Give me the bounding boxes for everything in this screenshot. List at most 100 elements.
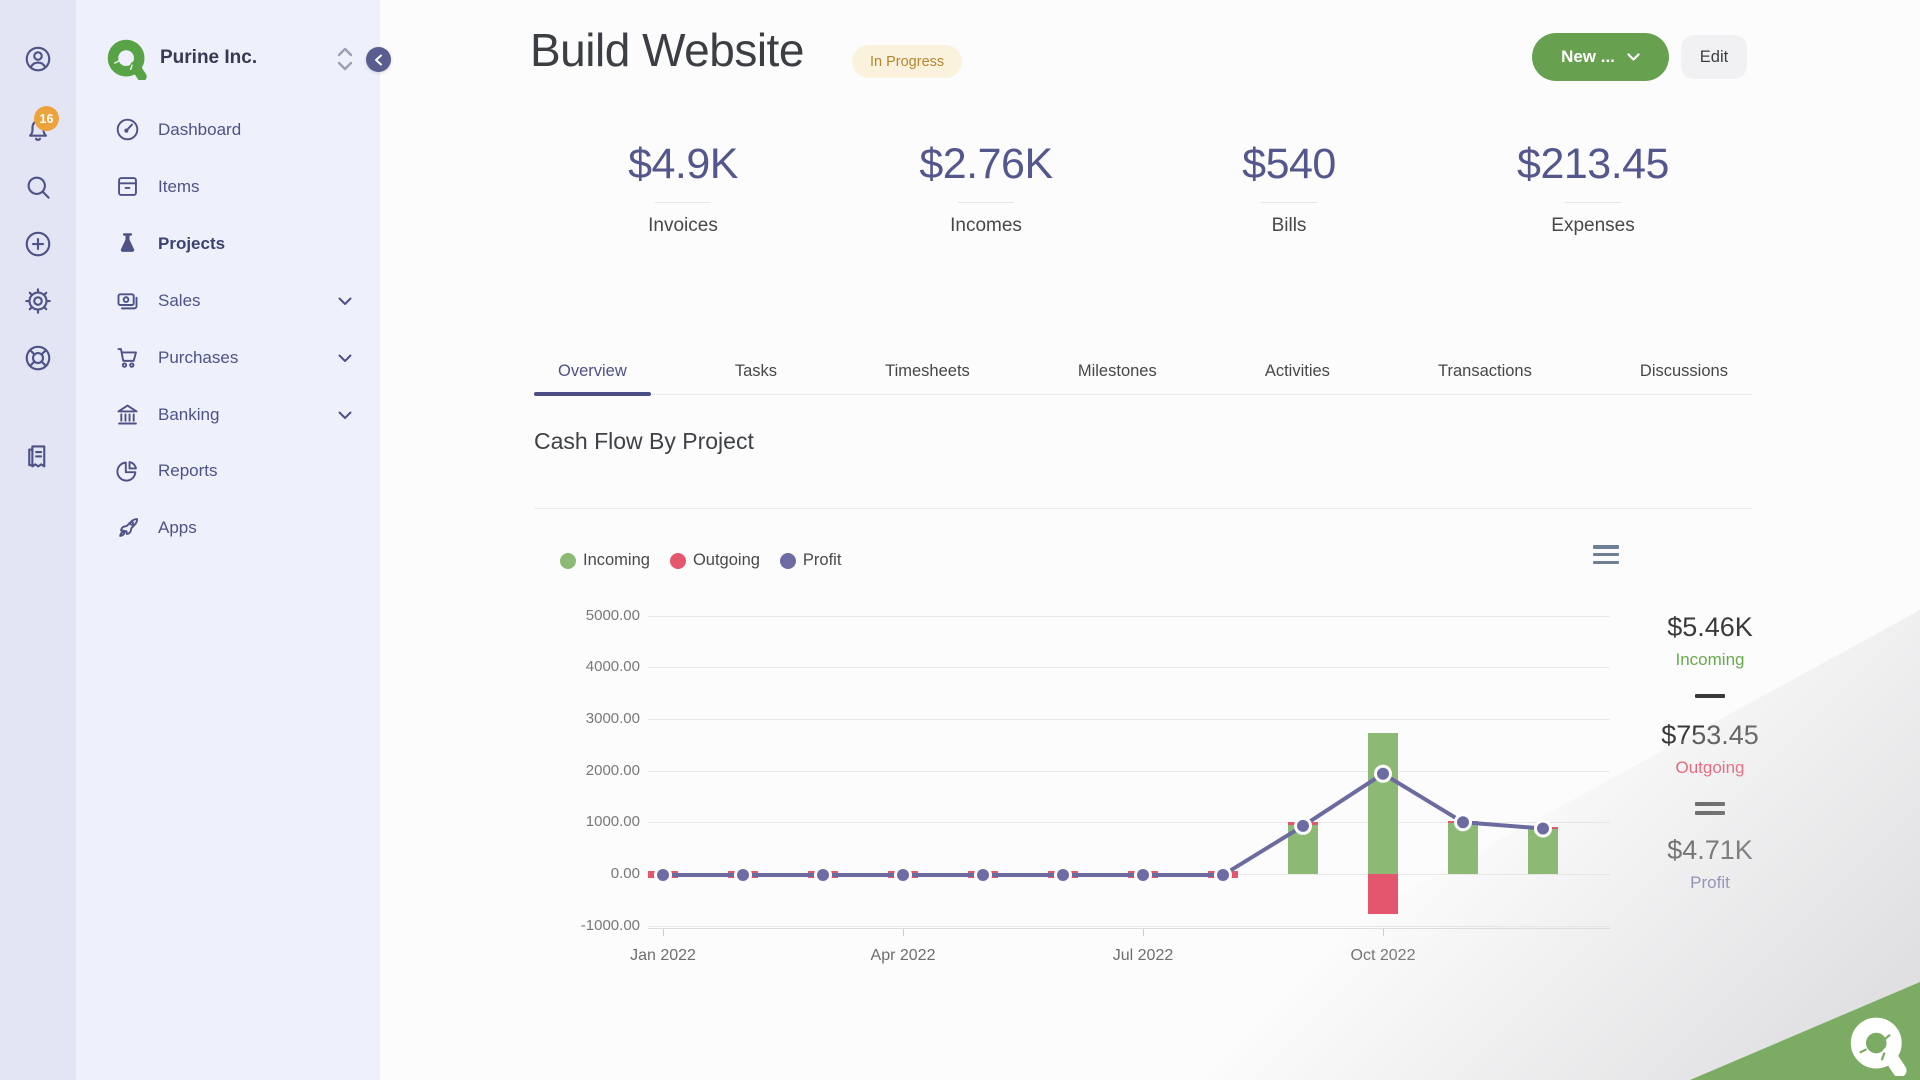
tab-activities[interactable]: Activities [1264, 361, 1330, 380]
sidebar-item-banking[interactable]: Banking [76, 386, 380, 443]
plus-circle-icon[interactable] [23, 229, 53, 259]
company-name[interactable]: Purine Inc. [160, 47, 258, 68]
sidebar-item-label: Sales [158, 290, 201, 310]
chevron-down-icon[interactable] [338, 405, 352, 425]
tab-milestones[interactable]: Milestones [1077, 361, 1157, 380]
x-axis-label: Apr 2022 [870, 947, 936, 964]
y-axis-label: 4000.00 [585, 658, 640, 676]
summary-incoming-label: Incoming [1675, 650, 1745, 669]
y-axis-label: 2000.00 [585, 761, 640, 779]
summary-incoming-value: $5.46K [1667, 612, 1753, 642]
stat-value: $2.76K [919, 140, 1053, 188]
sidebar-item-label: Banking [158, 404, 220, 424]
status-badge: In Progress [852, 45, 963, 78]
grid-line [648, 718, 1610, 720]
profit-line [654, 764, 1552, 885]
chart-legend: Incoming Outgoing Profit [560, 551, 841, 570]
sidebar-item-projects[interactable]: Projects [76, 215, 380, 272]
stat-label: Expenses [1551, 215, 1635, 236]
support-icon[interactable] [23, 343, 53, 373]
grid-line [648, 925, 1610, 927]
sidebar-item-apps[interactable]: Apps [76, 499, 380, 556]
company-switcher-icon[interactable] [334, 45, 356, 73]
gear-icon[interactable] [23, 286, 53, 316]
outgoing-bar[interactable] [1048, 870, 1078, 878]
stat-divider [958, 202, 1014, 203]
outgoing-bar[interactable] [728, 870, 758, 878]
chevron-down-icon[interactable] [338, 291, 352, 311]
sidebar-item-label: Items [158, 176, 200, 196]
x-axis-label: Jul 2022 [1112, 947, 1174, 964]
outgoing-bar[interactable] [1128, 870, 1158, 878]
x-axis-tick [1143, 929, 1144, 936]
tab-transactions[interactable]: Transactions [1438, 361, 1532, 380]
sidebar-item-items[interactable]: Items [76, 158, 380, 215]
legend-item-profit[interactable]: Profit [779, 551, 841, 570]
stat-divider [1261, 202, 1317, 203]
minus-operator [1695, 694, 1725, 698]
tab-timesheets[interactable]: Timesheets [885, 361, 970, 380]
stat-divider [1565, 202, 1621, 203]
sidebar-item-purchases[interactable]: Purchases [76, 329, 380, 386]
legend-dot-profit [779, 552, 796, 569]
outgoing-bar[interactable] [1208, 870, 1238, 878]
stat-incomes: $2.76K Incomes [866, 140, 1106, 237]
sidebar-item-label: Projects [158, 233, 226, 253]
sidebar-item-reports[interactable]: Reports [76, 442, 380, 499]
stat-label: Incomes [950, 215, 1022, 236]
tab-bar: Overview Tasks Timesheets Milestones Act… [534, 348, 1752, 396]
sidebar-collapse-button[interactable] [366, 47, 391, 72]
stat-value: $4.9K [628, 140, 738, 188]
dashboard-icon [116, 118, 139, 141]
search-icon[interactable] [23, 172, 53, 202]
legend-dot-incoming [560, 552, 576, 569]
chevron-down-icon [1627, 53, 1640, 61]
incoming-bar[interactable] [1528, 829, 1558, 874]
outgoing-bar[interactable] [1368, 874, 1398, 914]
summary-profit-value: $4.71K [1667, 835, 1753, 865]
y-axis-label: 3000.00 [585, 709, 640, 727]
sidebar-item-label: Purchases [158, 347, 239, 367]
incoming-bar[interactable] [1288, 824, 1318, 874]
new-button[interactable]: New ... [1532, 33, 1669, 81]
purchases-icon [117, 348, 137, 368]
summary-outgoing-label: Outgoing [1675, 758, 1745, 777]
sidebar-item-label: Apps [158, 517, 197, 537]
outgoing-bar[interactable] [888, 870, 918, 878]
tab-discussions[interactable]: Discussions [1639, 361, 1728, 380]
user-icon[interactable] [23, 44, 53, 74]
sidebar: Purine Inc. Dashboard Items Projects Sal… [76, 0, 380, 1080]
sales-icon [117, 293, 138, 310]
edit-button[interactable]: Edit [1681, 35, 1747, 79]
y-axis-label: 5000.00 [585, 606, 640, 624]
stat-divider [655, 202, 711, 203]
sidebar-item-dashboard[interactable]: Dashboard [76, 101, 380, 158]
grid-line [648, 667, 1610, 669]
incoming-bar[interactable] [1448, 822, 1478, 874]
invoice-icon[interactable] [23, 442, 53, 472]
sidebar-item-label: Reports [158, 460, 218, 480]
legend-item-incoming[interactable]: Incoming [560, 551, 650, 570]
tab-overview[interactable]: Overview [534, 348, 651, 396]
x-axis-tick [663, 929, 664, 936]
equals-operator [1695, 802, 1725, 815]
tab-tasks[interactable]: Tasks [734, 361, 778, 380]
brand-corner-logo [1850, 1017, 1907, 1076]
outgoing-bar[interactable] [808, 870, 838, 878]
y-axis-label: -1000.00 [580, 916, 640, 934]
notification-count-badge[interactable]: 16 [34, 106, 59, 131]
stat-invoices: $4.9K Invoices [563, 140, 803, 237]
x-axis-label: Oct 2022 [1350, 947, 1416, 964]
icon-rail: 16 [0, 0, 76, 1080]
chevron-down-icon[interactable] [338, 348, 352, 368]
section-divider [534, 508, 1752, 509]
reports-icon [116, 461, 137, 482]
legend-item-outgoing[interactable]: Outgoing [669, 551, 760, 570]
sidebar-item-sales[interactable]: Sales [76, 272, 380, 329]
outgoing-bar[interactable] [968, 870, 998, 878]
incoming-bar[interactable] [1368, 732, 1398, 874]
grid-line [648, 615, 1610, 617]
outgoing-bar[interactable] [648, 870, 678, 878]
chart-menu-icon[interactable] [1593, 545, 1619, 564]
